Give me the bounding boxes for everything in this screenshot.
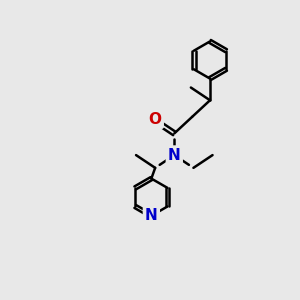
Text: N: N <box>168 148 181 163</box>
Text: O: O <box>149 112 162 127</box>
Text: N: N <box>145 208 158 223</box>
